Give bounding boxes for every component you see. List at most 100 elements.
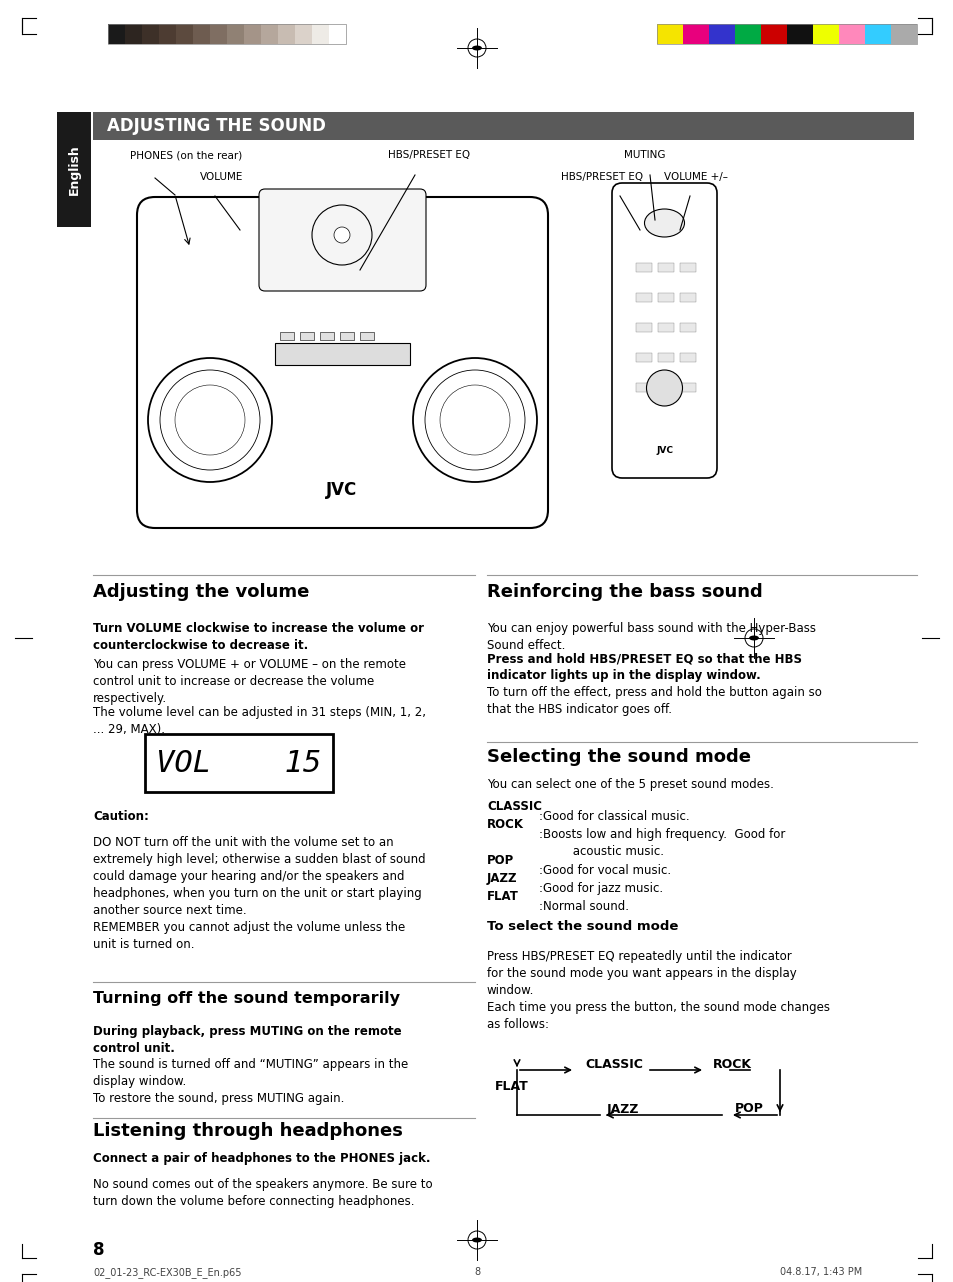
Bar	[890, 24, 916, 44]
Text: ROCK: ROCK	[486, 818, 523, 831]
Text: 04.8.17, 1:43 PM: 04.8.17, 1:43 PM	[779, 1267, 862, 1277]
Text: VOLUME +/–: VOLUME +/–	[663, 172, 727, 182]
Bar	[682, 24, 708, 44]
Bar	[108, 24, 125, 44]
Bar	[92, 112, 913, 140]
Bar	[280, 332, 294, 340]
FancyBboxPatch shape	[137, 197, 547, 528]
Bar	[679, 294, 696, 303]
Bar	[329, 24, 346, 44]
Bar	[636, 383, 651, 392]
Bar	[277, 24, 294, 44]
Text: :Good for classical music.: :Good for classical music.	[538, 810, 689, 823]
Bar	[812, 24, 838, 44]
Bar	[636, 294, 651, 303]
Text: ADJUSTING THE SOUND: ADJUSTING THE SOUND	[107, 117, 326, 135]
Bar	[261, 24, 277, 44]
Bar	[657, 24, 682, 44]
Bar	[359, 332, 374, 340]
Text: Selecting the sound mode: Selecting the sound mode	[486, 747, 750, 767]
Text: POP: POP	[734, 1103, 763, 1115]
Text: FLAT: FLAT	[486, 890, 518, 903]
Circle shape	[646, 370, 681, 406]
Bar	[227, 24, 244, 44]
Bar	[838, 24, 864, 44]
Bar	[108, 24, 346, 44]
Text: Reinforcing the bass sound: Reinforcing the bass sound	[486, 583, 762, 601]
Text: ROCK: ROCK	[712, 1058, 751, 1070]
Bar	[734, 24, 760, 44]
Text: Connect a pair of headphones to the PHONES jack.: Connect a pair of headphones to the PHON…	[92, 1153, 430, 1165]
Text: JVC: JVC	[656, 446, 672, 455]
Text: English: English	[68, 144, 80, 195]
Bar	[636, 263, 651, 272]
Bar	[658, 383, 673, 392]
Text: Caution:: Caution:	[92, 810, 149, 823]
Bar	[159, 24, 175, 44]
Text: :Boosts low and high frequency.  Good for
         acoustic music.: :Boosts low and high frequency. Good for…	[538, 828, 784, 858]
Bar	[679, 323, 696, 332]
Text: :Good for jazz music.: :Good for jazz music.	[538, 882, 662, 895]
Text: You can press VOLUME + or VOLUME – on the remote
control unit to increase or dec: You can press VOLUME + or VOLUME – on th…	[92, 658, 406, 705]
Bar	[145, 735, 333, 792]
Text: You can select one of the 5 preset sound modes.: You can select one of the 5 preset sound…	[486, 778, 773, 791]
Bar	[294, 24, 312, 44]
Text: JVC: JVC	[326, 481, 357, 499]
Bar	[760, 24, 786, 44]
Text: POP: POP	[486, 854, 514, 867]
Text: To select the sound mode: To select the sound mode	[486, 920, 678, 933]
Text: Press HBS/PRESET EQ repeatedly until the indicator
for the sound mode you want a: Press HBS/PRESET EQ repeatedly until the…	[486, 950, 829, 1031]
Bar	[636, 353, 651, 362]
Ellipse shape	[644, 209, 684, 237]
Text: JAZZ: JAZZ	[486, 872, 517, 885]
Bar	[658, 353, 673, 362]
Bar	[658, 323, 673, 332]
Text: 02_01-23_RC-EX30B_E_En.p65: 02_01-23_RC-EX30B_E_En.p65	[92, 1267, 241, 1278]
Bar	[864, 24, 890, 44]
Bar	[57, 112, 91, 227]
Text: HBS/PRESET EQ: HBS/PRESET EQ	[388, 150, 470, 160]
Text: VOLUME: VOLUME	[200, 172, 243, 182]
Text: MUTING: MUTING	[623, 150, 665, 160]
Bar	[657, 24, 916, 44]
Ellipse shape	[748, 636, 759, 641]
Bar	[708, 24, 734, 44]
Bar	[679, 383, 696, 392]
Bar	[679, 263, 696, 272]
Text: 8: 8	[92, 1241, 105, 1259]
Bar	[319, 332, 334, 340]
Text: To turn off the effect, press and hold the button again so
that the HBS indicato: To turn off the effect, press and hold t…	[486, 686, 821, 717]
Text: VOL    15: VOL 15	[156, 749, 321, 777]
Text: You can enjoy powerful bass sound with the Hyper-Bass
Sound effect.: You can enjoy powerful bass sound with t…	[486, 622, 815, 653]
Bar	[125, 24, 142, 44]
Bar	[679, 353, 696, 362]
Text: Turn VOLUME clockwise to increase the volume or
counterclockwise to decrease it.: Turn VOLUME clockwise to increase the vo…	[92, 622, 423, 653]
Text: 8: 8	[474, 1267, 479, 1277]
Text: JAZZ: JAZZ	[606, 1103, 639, 1115]
Text: Turning off the sound temporarily: Turning off the sound temporarily	[92, 991, 399, 1006]
Bar	[658, 263, 673, 272]
Bar	[274, 344, 410, 365]
Text: The volume level can be adjusted in 31 steps (MIN, 1, 2,
... 29, MAX).: The volume level can be adjusted in 31 s…	[92, 706, 426, 736]
Bar	[658, 294, 673, 303]
Text: During playback, press MUTING on the remote
control unit.: During playback, press MUTING on the rem…	[92, 1026, 401, 1055]
Ellipse shape	[472, 1237, 481, 1242]
Text: Listening through headphones: Listening through headphones	[92, 1122, 402, 1140]
Text: FLAT: FLAT	[495, 1079, 528, 1094]
Text: No sound comes out of the speakers anymore. Be sure to
turn down the volume befo: No sound comes out of the speakers anymo…	[92, 1178, 432, 1208]
Bar	[244, 24, 261, 44]
Text: :Normal sound.: :Normal sound.	[538, 900, 628, 913]
Bar	[312, 24, 329, 44]
Bar	[175, 24, 193, 44]
Ellipse shape	[472, 46, 481, 50]
Text: :Good for vocal music.: :Good for vocal music.	[538, 864, 670, 877]
Bar	[210, 24, 227, 44]
Text: HBS/PRESET EQ: HBS/PRESET EQ	[560, 172, 642, 182]
FancyBboxPatch shape	[258, 188, 426, 291]
Text: Press and hold HBS/PRESET EQ so that the HBS
indicator lights up in the display : Press and hold HBS/PRESET EQ so that the…	[486, 653, 801, 682]
FancyBboxPatch shape	[612, 183, 717, 478]
Bar	[786, 24, 812, 44]
Bar	[142, 24, 159, 44]
Text: CLASSIC: CLASSIC	[584, 1058, 642, 1070]
Bar	[636, 323, 651, 332]
